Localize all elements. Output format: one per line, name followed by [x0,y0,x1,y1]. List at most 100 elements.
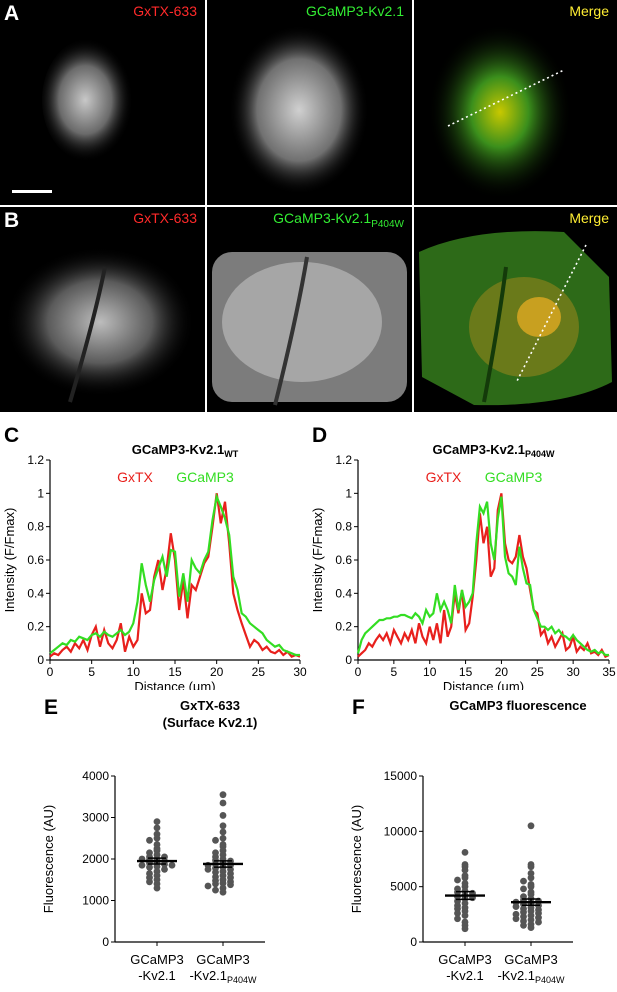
legend-gxtx: GxTX [426,469,462,485]
x-tick-label: 15 [168,665,182,679]
x-axis-label: Distance (µm) [134,679,215,690]
data-point [153,863,161,870]
panel-b-gcamp-image: GCaMP3-Kv2.1P404W [207,207,412,412]
x-axis-label: Distance (µm) [443,679,524,690]
y-tick-label: 2000 [82,852,109,866]
chart-title: GCaMP3-Kv2.1WT [132,442,239,459]
x-tick-label: 10 [127,665,141,679]
data-point [161,865,168,873]
y-tick-label: 0.8 [27,520,44,534]
category-label-line2: -Kv2.1P404W [189,968,257,985]
panel-e-label: E [44,696,58,719]
panel-b-channel-2-subscript: P404W [371,218,404,230]
category-label-line1: GCaMP3 [438,952,491,967]
panel-a-channel-2: GCaMP3-Kv2.1 [305,3,404,19]
data-point [454,909,461,917]
category-label-subscript: P404W [535,975,565,985]
data-point [219,822,227,830]
data-point [227,881,234,889]
y-tick-label: 1 [37,486,44,500]
y-tick-label: 0 [102,935,109,949]
data-point [520,885,527,893]
data-point [527,822,535,830]
y-axis-label: Fluorescence (AU) [41,805,56,913]
data-point [153,824,161,832]
data-point [461,912,469,919]
chart-title: GCaMP3-Kv2.1P404W [433,442,556,459]
x-tick-label: 20 [495,665,509,679]
y-tick-label: 0.6 [335,553,352,567]
category-label-line1: GCaMP3 [504,952,557,967]
data-point [153,818,161,826]
y-tick-label: 0.4 [27,586,44,600]
panel-b-merge-image: Merge [414,207,617,412]
data-point [138,861,146,869]
x-tick-label: 20 [210,665,224,679]
data-point [454,876,461,884]
x-tick-label: 30 [293,665,307,679]
category-label-line1: GCaMP3 [196,952,249,967]
chart-subtitle: (Surface Kv2.1) [163,715,258,730]
category-label-subscript: P404W [227,975,257,985]
x-tick-label: 25 [531,665,545,679]
data-point [204,882,212,890]
data-point [527,924,535,932]
chart-title: GxTX-633 [180,698,240,713]
x-tick-label: 30 [566,665,580,679]
chart-title-subscript: WT [224,449,238,459]
x-tick-label: 25 [252,665,266,679]
panel-b-channel-1: GxTX-633 [133,210,197,226]
y-tick-label: 0 [410,935,417,949]
data-point [461,866,469,874]
y-tick-label: 4000 [82,769,109,783]
data-point [461,925,469,933]
scale-bar [12,190,52,193]
panel-a-channel-1: GxTX-633 [133,3,197,19]
y-tick-label: 0.2 [335,620,352,634]
line-scan-path-a [447,69,565,127]
y-tick-label: 0 [345,653,352,667]
panel-a-label: A [4,2,20,25]
data-point [161,853,168,861]
data-point [219,799,227,807]
series-line-gcamp3 [49,492,300,657]
legend-gcamp3: GCaMP3 [485,469,543,485]
chart-title-subscript: P404W [525,449,555,459]
legend-gxtx: GxTX [117,469,153,485]
line-chart-c: C GCaMP3-Kv2.1WT 0 0.2 0.4 0.6 0.8 1 1.2 0 5 10 15 20… [2,424,307,690]
x-tick-label: 0 [355,665,362,679]
data-point [153,884,161,892]
data-point [527,863,535,871]
panel-b-gxtx-image: B GxTX-633 [0,207,205,412]
data-point [146,836,153,844]
panel-b-channel-3: Merge [569,210,609,226]
y-tick-label: 3000 [82,811,109,825]
panel-f-label: F [352,696,365,719]
panel-b-label: B [4,209,20,232]
data-point [212,880,219,888]
y-tick-label: 5000 [390,880,417,894]
data-point [204,865,212,873]
data-point [527,883,535,891]
panel-a-channel-3: Merge [569,3,609,19]
y-tick-label: 10000 [384,824,418,838]
data-point [153,834,161,842]
y-axis-label: Fluorescence (AU) [349,805,364,913]
y-tick-label: 1.2 [335,453,352,467]
series-line-gxtx [357,493,610,659]
data-point [219,791,227,799]
data-point [219,879,227,887]
y-axis-label: Intensity (F/Fmax) [2,508,17,613]
data-point [512,915,520,923]
data-point [219,812,227,819]
series-line-gcamp3 [356,496,609,657]
y-tick-label: 0.8 [335,520,352,534]
data-point [520,877,527,885]
data-point [219,834,227,842]
data-point [212,836,219,844]
data-point [219,888,227,896]
panel-b-channel-2: GCaMP3-Kv2.1P404W [273,210,404,230]
x-tick-label: 0 [47,665,54,679]
category-label-line2: -Kv2.1P404W [497,968,565,985]
panel-c-label: C [4,424,19,447]
